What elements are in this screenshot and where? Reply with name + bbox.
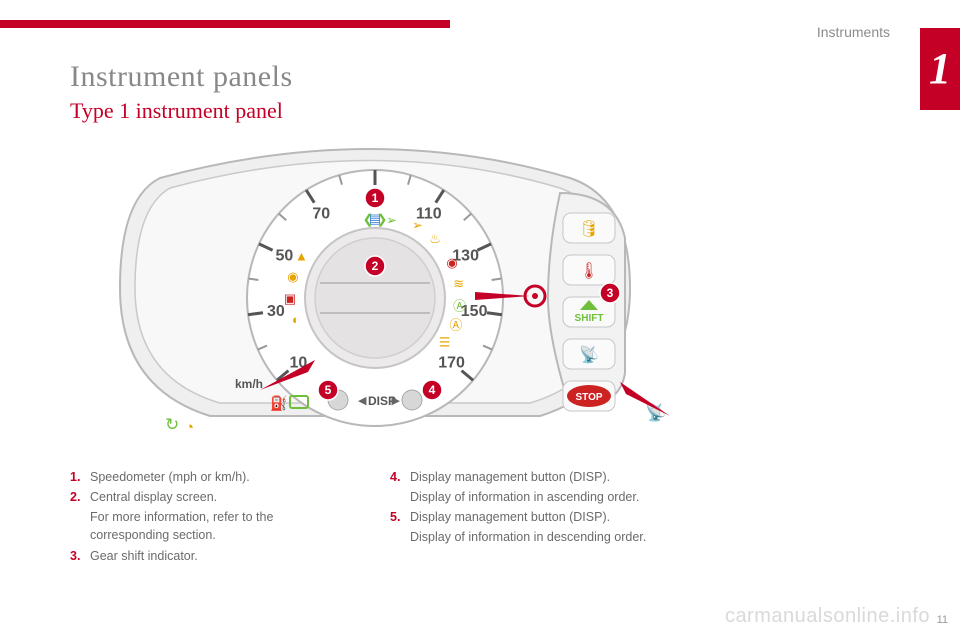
page-number: 11 (937, 614, 948, 626)
svg-text:▶: ▶ (392, 395, 401, 407)
legend-col-2: 4.Display management button (DISP). Displ… (390, 468, 670, 567)
svg-text:↻: ↻ (165, 415, 179, 434)
legend-item: For more information, refer to the corre… (70, 508, 350, 544)
legend-col-1: 1.Speedometer (mph or km/h). 2.Central di… (70, 468, 350, 567)
chapter-tab: 1 (920, 28, 960, 110)
svg-text:1: 1 (372, 191, 379, 205)
legend-item: Display of information in descending ord… (390, 528, 670, 546)
svg-text:≋: ≋ (453, 276, 464, 291)
svg-text:➢: ➢ (412, 217, 423, 232)
svg-text:▤: ▤ (369, 211, 381, 226)
svg-text:STOP: STOP (575, 392, 602, 403)
svg-text:SHIFT: SHIFT (575, 313, 604, 324)
svg-text:30: 30 (267, 303, 285, 320)
header-red-bar (0, 20, 450, 28)
svg-text:5: 5 (325, 383, 332, 397)
page-content: Instrument panels Type 1 instrument pane… (70, 60, 890, 567)
svg-text:3: 3 (607, 286, 614, 300)
legend-item: 5.Display management button (DISP). (390, 508, 670, 526)
watermark: carmanualsonline.info (725, 605, 930, 628)
svg-text:📡: 📡 (579, 344, 599, 364)
page-title: Instrument panels (70, 60, 890, 94)
svg-text:70: 70 (312, 206, 330, 223)
svg-text:50: 50 (275, 248, 293, 265)
legend-item: 4.Display management button (DISP). (390, 468, 670, 486)
svg-text:◉: ◉ (287, 269, 298, 284)
legend-item: Display of information in ascending orde… (390, 488, 670, 506)
unit-label: km/h (235, 377, 263, 391)
svg-text:☰: ☰ (439, 334, 451, 349)
svg-text:◐: ◐ (292, 312, 300, 327)
svg-text:⛽: ⛽ (270, 395, 287, 412)
svg-text:◉: ◉ (446, 255, 457, 270)
svg-text:➢: ➢ (386, 213, 397, 228)
svg-text:Ⓐ: Ⓐ (449, 317, 462, 332)
svg-text:4: 4 (429, 383, 436, 397)
svg-text:🌡: 🌡 (579, 262, 599, 280)
legend: 1.Speedometer (mph or km/h). 2.Central di… (70, 468, 890, 567)
svg-text:🛢: 🛢 (579, 220, 599, 238)
svg-text:◔: ◔ (185, 419, 194, 436)
legend-item: 3.Gear shift indicator. (70, 547, 350, 565)
svg-text:2: 2 (372, 259, 379, 273)
section-label: Instruments (817, 24, 890, 40)
legend-item: 1.Speedometer (mph or km/h). (70, 468, 350, 486)
instrument-panel-figure: 1030507090110130150170 km/h ❮❯▤➢▲◉▣◐➢♨◉≋… (70, 138, 680, 448)
legend-item: 2.Central display screen. (70, 488, 350, 506)
svg-text:♨: ♨ (429, 231, 441, 246)
page-subtitle: Type 1 instrument panel (70, 98, 890, 124)
instrument-panel-svg: 1030507090110130150170 km/h ❮❯▤➢▲◉▣◐➢♨◉≋… (70, 138, 680, 448)
svg-text:170: 170 (438, 354, 465, 371)
svg-text:◀: ◀ (358, 395, 367, 407)
svg-text:Ⓐ: Ⓐ (453, 298, 466, 313)
svg-text:▲: ▲ (295, 249, 308, 264)
svg-text:▣: ▣ (284, 291, 296, 306)
